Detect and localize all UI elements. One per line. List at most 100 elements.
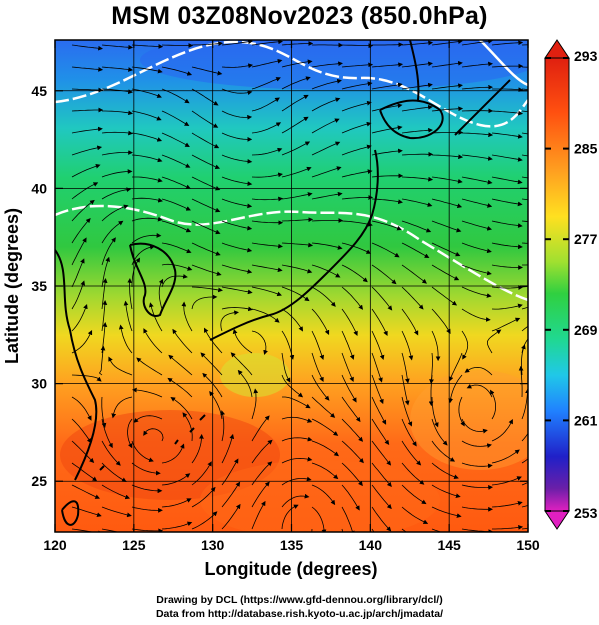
streamline	[522, 264, 528, 266]
streamline	[131, 132, 163, 142]
streamline	[161, 154, 191, 168]
streamline	[371, 286, 393, 311]
streamline	[461, 198, 493, 208]
streamline	[431, 264, 460, 281]
streamline	[371, 352, 383, 383]
streamline	[341, 528, 344, 532]
streamline	[101, 396, 107, 428]
streamline	[191, 176, 221, 191]
streamline	[281, 264, 313, 274]
streamline	[401, 418, 417, 447]
map-title: MSM 03Z08Nov2023 (850.0hPa)	[111, 2, 488, 30]
streamline	[281, 286, 310, 302]
streamline	[311, 396, 336, 418]
streamline	[191, 461, 212, 486]
streamline	[251, 481, 270, 508]
streamline	[161, 498, 192, 508]
streamline	[461, 220, 493, 231]
streamline	[170, 396, 193, 420]
streamline	[131, 506, 163, 513]
credit-line-1: Drawing by DCL (https://www.gfd-dennou.o…	[156, 594, 443, 606]
streamline	[341, 484, 360, 511]
streamline	[311, 141, 341, 156]
streamline	[71, 528, 103, 532]
streamline	[221, 63, 254, 69]
streamline	[101, 88, 133, 94]
streamline	[132, 176, 163, 183]
streamline	[491, 176, 523, 185]
streamline	[431, 418, 448, 446]
streamline	[401, 242, 430, 258]
streamline	[491, 303, 523, 310]
x-axis-label: Longitude (degrees)	[204, 559, 377, 579]
streamline	[431, 176, 463, 184]
streamline	[131, 233, 162, 244]
streamline	[491, 132, 523, 139]
streamline	[461, 506, 494, 512]
streamline	[521, 242, 528, 244]
streamline	[281, 374, 304, 398]
streamline	[461, 154, 493, 161]
streamline	[161, 43, 194, 48]
streamline	[431, 506, 462, 518]
streamline	[101, 237, 116, 266]
streamline	[311, 308, 330, 335]
streamline	[311, 484, 336, 506]
streamline	[281, 41, 314, 46]
streamline	[371, 198, 403, 205]
colorbar-scale	[544, 57, 570, 512]
coastlines	[55, 40, 511, 526]
streamline	[372, 42, 404, 48]
streamline	[101, 506, 132, 518]
streamline	[341, 121, 372, 134]
streamline	[101, 462, 127, 483]
streamline	[401, 330, 414, 361]
streamline	[202, 372, 223, 398]
streamline	[431, 198, 463, 209]
streamline	[200, 352, 223, 376]
streamline	[371, 125, 403, 134]
streamline	[251, 58, 283, 68]
streamline	[161, 110, 190, 127]
streamline	[486, 329, 502, 354]
streamline	[341, 506, 355, 532]
colorbar-max-arrow	[544, 39, 570, 59]
streamline	[281, 59, 313, 68]
streamline	[71, 396, 92, 421]
streamline	[341, 169, 373, 178]
streamline	[461, 132, 494, 138]
streamline	[161, 263, 193, 271]
streamline	[172, 328, 193, 354]
streamline	[101, 150, 133, 156]
streamline	[401, 82, 433, 90]
streamline	[341, 100, 372, 112]
streamline	[98, 345, 106, 376]
streamline	[281, 166, 312, 178]
streamline	[181, 301, 193, 332]
streamline	[71, 44, 103, 51]
streamline	[466, 383, 493, 398]
streamline	[191, 486, 216, 508]
streamline	[251, 500, 266, 530]
streamline	[311, 118, 340, 134]
streamline	[311, 97, 341, 112]
streamline	[311, 418, 339, 436]
streamline	[311, 166, 342, 178]
x-tick-label: 145	[437, 537, 461, 553]
streamline	[401, 308, 419, 336]
streamline	[431, 330, 441, 362]
streamline	[371, 242, 400, 258]
streamline	[71, 182, 99, 200]
streamline	[133, 415, 163, 423]
streamline	[161, 66, 193, 76]
streamline	[221, 154, 253, 164]
streamline	[521, 110, 528, 113]
streamline	[71, 163, 101, 178]
streamline	[281, 416, 313, 423]
streamline	[341, 374, 357, 403]
streamline	[221, 220, 253, 231]
streamline	[161, 132, 190, 147]
streamline	[491, 220, 523, 228]
streamline	[148, 302, 163, 332]
